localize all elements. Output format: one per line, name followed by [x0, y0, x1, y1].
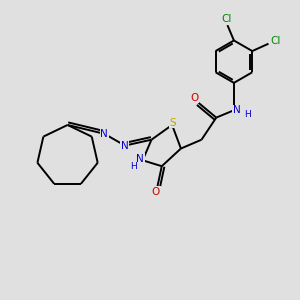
- Text: N: N: [136, 154, 144, 164]
- Text: O: O: [190, 93, 198, 103]
- Text: N: N: [100, 129, 108, 139]
- Text: Cl: Cl: [271, 36, 281, 46]
- Text: N: N: [233, 105, 241, 115]
- Text: N: N: [121, 141, 129, 151]
- Text: S: S: [169, 118, 176, 128]
- Text: H: H: [130, 162, 136, 171]
- Text: Cl: Cl: [222, 14, 232, 24]
- Text: O: O: [152, 187, 160, 197]
- Text: H: H: [244, 110, 250, 119]
